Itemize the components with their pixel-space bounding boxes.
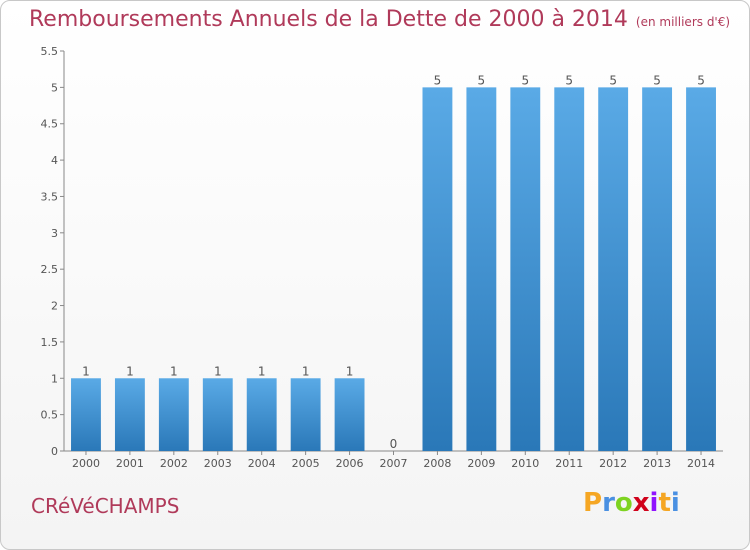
bar-value-label: 5 [609,73,617,87]
y-tick-label: 4.5 [41,118,59,131]
bar [554,87,585,451]
y-tick-label: 0 [51,445,58,458]
x-tick-label: 2007 [380,457,408,470]
x-tick-label: 2012 [599,457,627,470]
bar [510,87,541,451]
x-tick-label: 2013 [643,457,671,470]
bar-value-label: 1 [302,364,310,378]
title-text: Remboursements Annuels de la Dette de 20… [29,7,628,32]
bar-value-label: 1 [126,364,134,378]
logo-letter: o [614,488,633,518]
x-tick-label: 2003 [204,457,232,470]
bar [71,378,101,451]
y-tick-label: 2.5 [41,263,59,276]
bar-value-label: 0 [390,437,398,451]
x-tick-label: 2014 [687,457,715,470]
bars: 1 1 1 1 1 1 1 0 5 5 5 5 5 5 5 [71,73,716,451]
x-tick-label: 2000 [72,457,100,470]
bar-value-label: 1 [170,364,178,378]
chart-title: Remboursements Annuels de la Dette de 20… [29,7,730,32]
y-tick-label: 0.5 [41,409,59,422]
logo-letter: P [583,488,603,518]
bar-value-label: 1 [258,364,266,378]
logo-letter: x [632,488,650,518]
bar-value-label: 5 [697,73,705,87]
bar-value-label: 5 [478,73,486,87]
bar-value-label: 1 [214,364,222,378]
bar-value-label: 5 [565,73,573,87]
y-tick-label: 1 [51,372,58,385]
bar-value-label: 1 [346,364,354,378]
x-tick-label: 2011 [555,457,583,470]
y-tick-label: 3.5 [41,190,59,203]
x-tick-label: 2008 [423,457,451,470]
x-tick-label: 2004 [248,457,276,470]
y-tick-label: 5 [51,81,58,94]
logo-letter: t [658,488,671,518]
proxiti-logo[interactable]: Proxiti [583,488,680,518]
y-tick-label: 4 [51,154,58,167]
bar [334,378,365,451]
y-tick-label: 1.5 [41,336,59,349]
bar [202,378,233,451]
bar [158,378,189,451]
y-tick-label: 2 [51,300,58,313]
city-name: CRéVéCHAMPS [31,494,180,518]
chart-subtitle: (en milliers d'€) [635,15,731,29]
y-tick-label: 5.5 [41,45,59,58]
bar-value-label: 1 [82,364,90,378]
logo-letter: r [602,488,615,518]
bar [114,378,145,451]
x-tick-label: 2001 [116,457,144,470]
bar [422,87,453,451]
bar [290,378,321,451]
axes: 0 0.5 1 1.5 2 2.5 3 3.5 4 4.5 5 5.5 2000 2001 2002 2003… [41,45,723,470]
bar [466,87,497,451]
bar-value-label: 5 [434,73,442,87]
bar [246,378,277,451]
x-tick-label: 2009 [467,457,495,470]
bar-value-label: 5 [653,73,661,87]
bar [598,87,629,451]
x-tick-label: 2002 [160,457,188,470]
bar [642,87,673,451]
bar [686,87,716,451]
x-tick-label: 2005 [292,457,320,470]
y-tick-label: 3 [51,227,58,240]
logo-letter: i [649,488,659,518]
x-tick-label: 2010 [511,457,539,470]
logo-letter: i [670,488,680,518]
x-tick-label: 2006 [336,457,364,470]
bar-value-label: 5 [521,73,529,87]
